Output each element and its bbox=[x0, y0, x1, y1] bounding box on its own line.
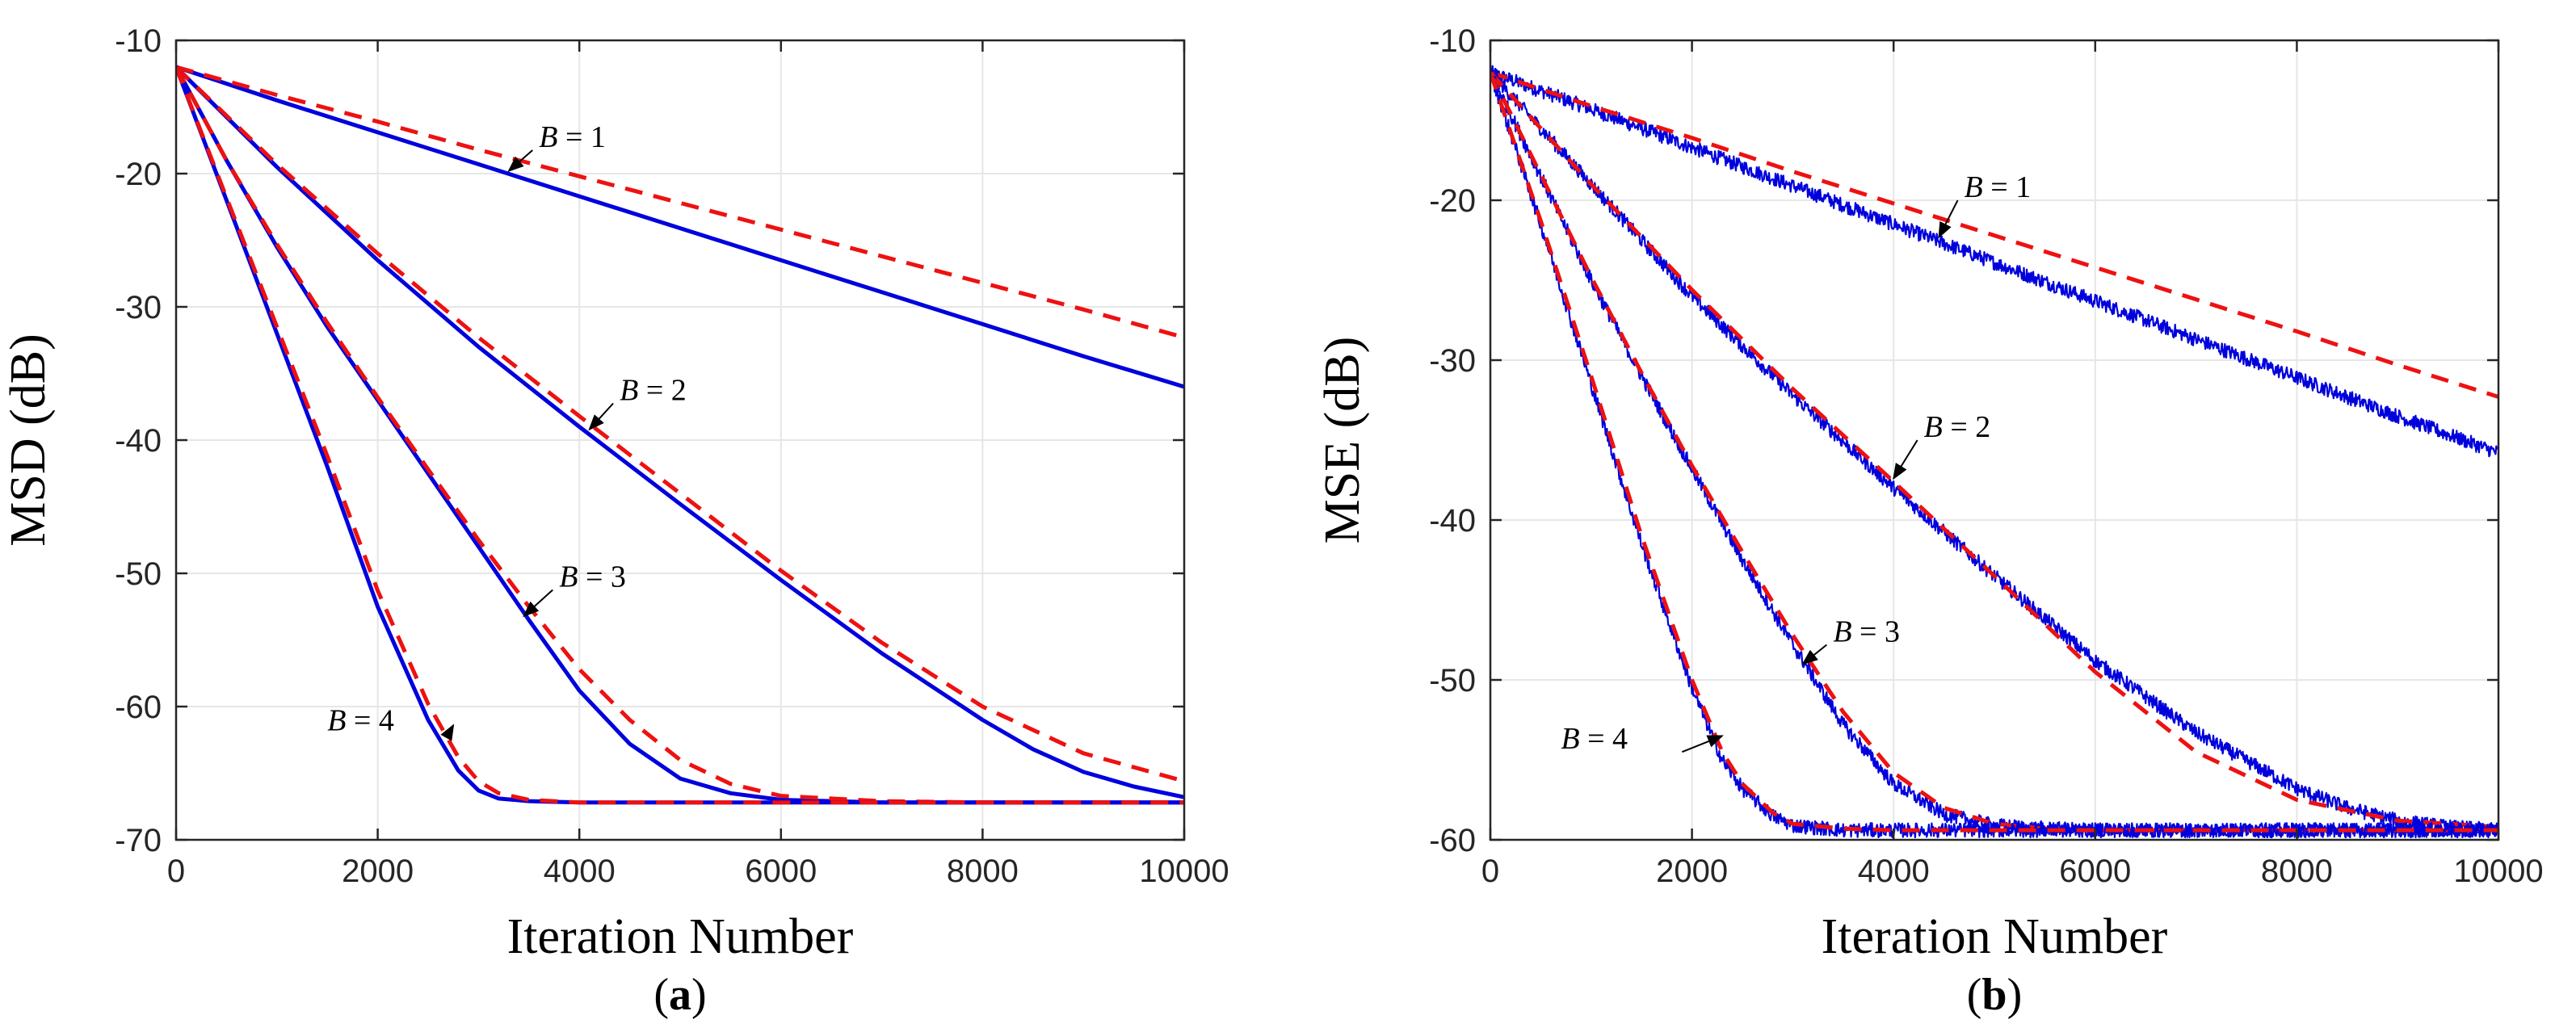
annotation-variable: B bbox=[539, 120, 557, 154]
x-tick-label: 4000 bbox=[544, 854, 616, 889]
annotation-value: = 4 bbox=[346, 704, 393, 738]
annotation-label: B = 3 bbox=[1833, 615, 1900, 648]
annotation-label: B = 4 bbox=[327, 704, 394, 738]
annotation-variable: B bbox=[327, 704, 346, 738]
y-tick-label: -20 bbox=[115, 157, 162, 192]
x-tick-label: 2000 bbox=[342, 854, 414, 889]
x-axis-label: Iteration Number bbox=[507, 909, 854, 964]
annotation-value: = 4 bbox=[1580, 722, 1628, 756]
series-line bbox=[176, 65, 1184, 805]
annotation-label: B = 4 bbox=[1561, 722, 1628, 756]
x-tick-label: 10000 bbox=[2453, 854, 2543, 889]
x-tick-label: 4000 bbox=[1858, 854, 1930, 889]
annotation-variable: B bbox=[1924, 410, 1943, 444]
series-line bbox=[1490, 68, 2498, 837]
y-tick-label: -40 bbox=[1429, 503, 1476, 539]
series-line bbox=[1490, 71, 2498, 833]
annotation-arrow bbox=[1893, 439, 1918, 480]
annotation-label: B = 3 bbox=[559, 560, 626, 594]
series-line bbox=[176, 65, 1184, 799]
y-tick-label: -70 bbox=[115, 823, 162, 858]
y-tick-label: -30 bbox=[1429, 343, 1476, 379]
series-line bbox=[1490, 70, 2498, 399]
panel-label: (b) bbox=[1967, 970, 2022, 1020]
annotation-arrow bbox=[440, 724, 455, 741]
y-axis-label: MSD (dB) bbox=[1, 334, 56, 547]
annotation-arrow bbox=[1938, 199, 1959, 239]
x-axis-label: Iteration Number bbox=[1822, 909, 2168, 964]
y-tick-label: -50 bbox=[115, 556, 162, 592]
y-tick-label: -30 bbox=[115, 290, 162, 325]
axes-frame bbox=[1489, 39, 2500, 841]
y-tick-label: -60 bbox=[1429, 823, 1476, 858]
annotation-value: = 2 bbox=[638, 374, 686, 408]
panel-b: 0 2000 4000 6000 8000 10000 -60 -50 -40 -30 -20 -10… bbox=[1315, 23, 2544, 1020]
series-group bbox=[176, 65, 1184, 805]
annotation-label: B = 1 bbox=[1965, 170, 2032, 204]
annotation-variable: B bbox=[1561, 722, 1579, 756]
x-tick-label: 0 bbox=[167, 854, 185, 889]
series-line bbox=[176, 66, 1184, 805]
series-line bbox=[1490, 65, 2498, 458]
y-tick-label: -10 bbox=[1429, 23, 1476, 59]
series-group bbox=[1490, 65, 2498, 839]
annotation-variable: B bbox=[620, 374, 638, 408]
y-tick-label: -60 bbox=[115, 690, 162, 725]
annotation-variable: B bbox=[1833, 615, 1851, 648]
x-tick-label: 8000 bbox=[947, 854, 1019, 889]
annotation-value: = 2 bbox=[1943, 410, 1990, 444]
annotation-arrow bbox=[507, 149, 533, 173]
annotation-arrow bbox=[1681, 735, 1724, 753]
x-tick-label: 6000 bbox=[2059, 854, 2131, 889]
annotation-value: = 3 bbox=[578, 560, 625, 594]
annotation-label: B = 2 bbox=[620, 374, 687, 408]
x-tick-label: 6000 bbox=[745, 854, 817, 889]
annotation-value: = 3 bbox=[1852, 615, 1900, 648]
annotation-arrow bbox=[588, 402, 614, 431]
annotation-value: = 1 bbox=[1983, 170, 2031, 204]
annotation-label: B = 1 bbox=[539, 120, 606, 154]
annotation-variable: B bbox=[559, 560, 578, 594]
series-line bbox=[1490, 71, 2498, 833]
annotation-label: B = 2 bbox=[1924, 410, 1991, 444]
series-line bbox=[1490, 70, 2498, 829]
panel-a: 0 2000 4000 6000 8000 10000 -70 -60 -50 -40 -30 -20… bbox=[1, 23, 1229, 1020]
annotation-variable: B bbox=[1965, 170, 1983, 204]
panel-label: (a) bbox=[653, 970, 706, 1020]
annotation-arrow bbox=[1801, 644, 1827, 665]
x-tick-label: 2000 bbox=[1656, 854, 1728, 889]
annotation-value: = 1 bbox=[557, 120, 605, 154]
plot-area bbox=[1490, 40, 2498, 840]
y-axis-label: MSE (dB) bbox=[1315, 337, 1370, 544]
annotation-arrow bbox=[523, 589, 553, 618]
series-line bbox=[176, 65, 1184, 389]
y-tick-label: -10 bbox=[115, 23, 162, 59]
x-tick-label: 10000 bbox=[1139, 854, 1229, 889]
y-tick-label: -20 bbox=[1429, 183, 1476, 219]
y-tick-label: -50 bbox=[1429, 663, 1476, 698]
y-tick-label: -40 bbox=[115, 423, 162, 459]
x-tick-label: 0 bbox=[1481, 854, 1499, 889]
x-tick-label: 8000 bbox=[2261, 854, 2333, 889]
